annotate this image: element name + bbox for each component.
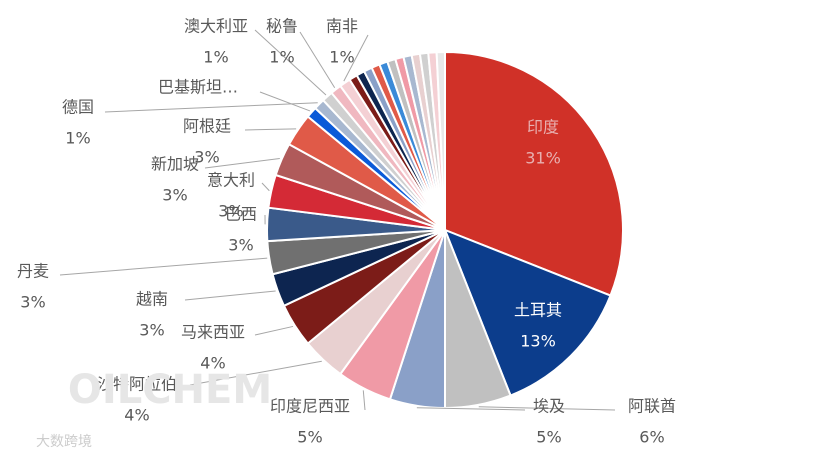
leader-line [189,360,322,386]
pie-slice [444,50,624,297]
leader-line [104,102,318,113]
slice-label: 阿根廷 [183,117,231,136]
value-label: 1% [329,48,354,67]
leader-line [244,128,297,131]
slice-label: 新加坡 [151,155,199,174]
leader-line [204,158,280,169]
slice-label: 秘鲁 [266,17,298,36]
slice-label: 阿联酋 [628,397,676,416]
value-label: 3% [194,148,219,167]
leader-line [259,91,311,112]
leader-line [362,390,366,411]
leader-line [261,182,270,192]
value-label: 1% [203,48,228,67]
value-label: 1% [269,48,294,67]
value-label: 5% [536,428,561,447]
value-label: 3% [20,293,45,312]
value-label: 13% [520,332,556,351]
value-label: 4% [200,354,225,373]
leader-line [254,29,327,96]
leader-line [343,34,369,82]
leader-line [416,407,526,411]
value-label: 5% [297,428,322,447]
leader-line [59,257,268,276]
value-label: 1% [65,129,90,148]
pie-slice [443,228,612,397]
value-label: 3% [162,186,187,205]
slice-label: 德国 [62,98,94,117]
value-label: 3% [218,202,243,221]
slice-label: 土耳其 [514,301,562,320]
watermark: 大数跨境 [36,434,92,450]
slice-label: 南非 [326,17,358,36]
slice-label: 丹麦 [17,262,49,281]
value-label: 4% [124,406,149,425]
slice-label: 印度 [527,118,559,137]
value-label: 3% [139,321,164,340]
leader-line [478,406,616,411]
slice-label: 越南 [136,290,168,309]
leader-line [299,31,336,89]
slice-label: 意大利 [207,171,255,190]
slice-label: 澳大利亚 [184,17,248,36]
leader-line [184,290,276,301]
slice-label: 马来西亚 [181,323,245,342]
leader-line [254,325,294,336]
slice-label: 埃及 [533,397,565,416]
slice-label: 巴基斯坦… [158,78,238,97]
slice-label: 沙特阿拉伯 [97,375,177,394]
pie-slice [435,50,446,231]
value-label: 3% [228,236,253,255]
slice-label: 巴西 [225,205,257,224]
value-label: 31% [525,149,561,168]
watermark: OILCHEM [68,367,272,413]
slice-label: 印度尼西亚 [270,397,350,416]
value-label: 6% [639,428,664,447]
